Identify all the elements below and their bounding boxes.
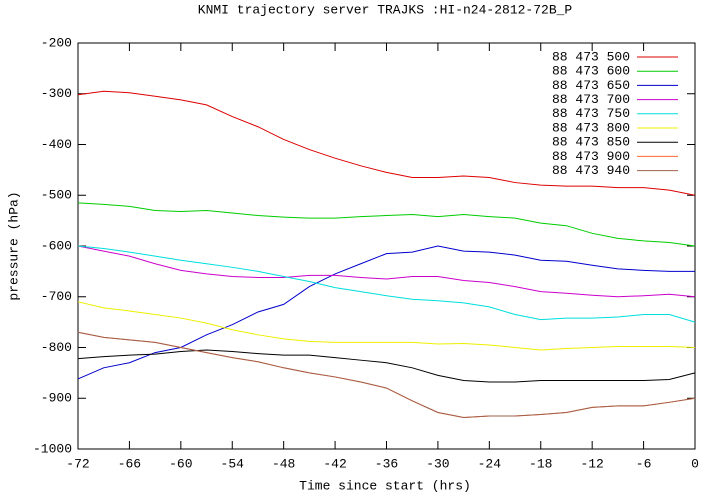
series-line: [77, 245, 695, 380]
series-line: [77, 245, 696, 298]
legend-label: 88 473 940: [552, 163, 630, 178]
series-line: [77, 349, 696, 383]
legend-label: 88 473 900: [552, 149, 630, 164]
x-tick-label: -60: [169, 456, 192, 471]
y-tick-label: -700: [41, 289, 72, 304]
series-line: [77, 331, 696, 419]
y-tick-label: -300: [41, 86, 72, 101]
legend-label: 88 473 500: [552, 49, 630, 64]
x-tick-label: -48: [272, 456, 295, 471]
legend-label: 88 473 700: [552, 92, 630, 107]
x-axis-label: Time since start (hrs): [299, 478, 471, 493]
y-tick-label: -400: [41, 137, 72, 152]
x-tick-label: -72: [66, 456, 89, 471]
x-tick-label: 0: [691, 456, 699, 471]
x-tick-label: -66: [118, 456, 141, 471]
chart-title: KNMI trajectory server TRAJKS :HI-n24-28…: [198, 2, 573, 17]
legend-label: 88 473 850: [552, 135, 630, 150]
y-tick-label: -1000: [33, 441, 72, 456]
y-tick-label: -200: [41, 35, 72, 50]
series-line: [77, 202, 696, 247]
series-line: [77, 90, 696, 196]
x-tick-label: -42: [323, 456, 346, 471]
y-axis-label: pressure (hPa): [6, 191, 21, 300]
x-tick-label: -54: [221, 456, 245, 471]
x-tick-label: -36: [375, 456, 398, 471]
x-tick-label: -30: [426, 456, 449, 471]
y-tick-label: -800: [41, 340, 72, 355]
series-line: [77, 301, 696, 351]
x-tick-label: -12: [580, 456, 603, 471]
legend-label: 88 473 650: [552, 78, 630, 93]
y-tick-label: -600: [41, 238, 72, 253]
x-tick-label: -18: [529, 456, 552, 471]
legend-label: 88 473 800: [552, 120, 630, 135]
x-tick-label: -6: [636, 456, 652, 471]
y-tick-label: -500: [41, 188, 72, 203]
x-tick-label: -24: [478, 456, 502, 471]
legend-label: 88 473 600: [552, 64, 630, 79]
legend-label: 88 473 750: [552, 106, 630, 121]
y-tick-label: -900: [41, 391, 72, 406]
series-line: [77, 245, 696, 323]
